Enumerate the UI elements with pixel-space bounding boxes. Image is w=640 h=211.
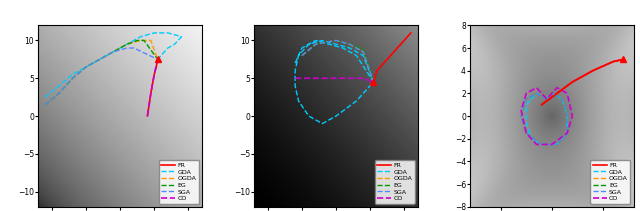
Legend: FR, GDA, OGDA, EG, SGA, CO: FR, GDA, OGDA, EG, SGA, CO	[590, 160, 630, 204]
Legend: FR, GDA, OGDA, EG, SGA, CO: FR, GDA, OGDA, EG, SGA, CO	[159, 160, 199, 204]
Legend: FR, GDA, OGDA, EG, SGA, CO: FR, GDA, OGDA, EG, SGA, CO	[374, 160, 415, 204]
